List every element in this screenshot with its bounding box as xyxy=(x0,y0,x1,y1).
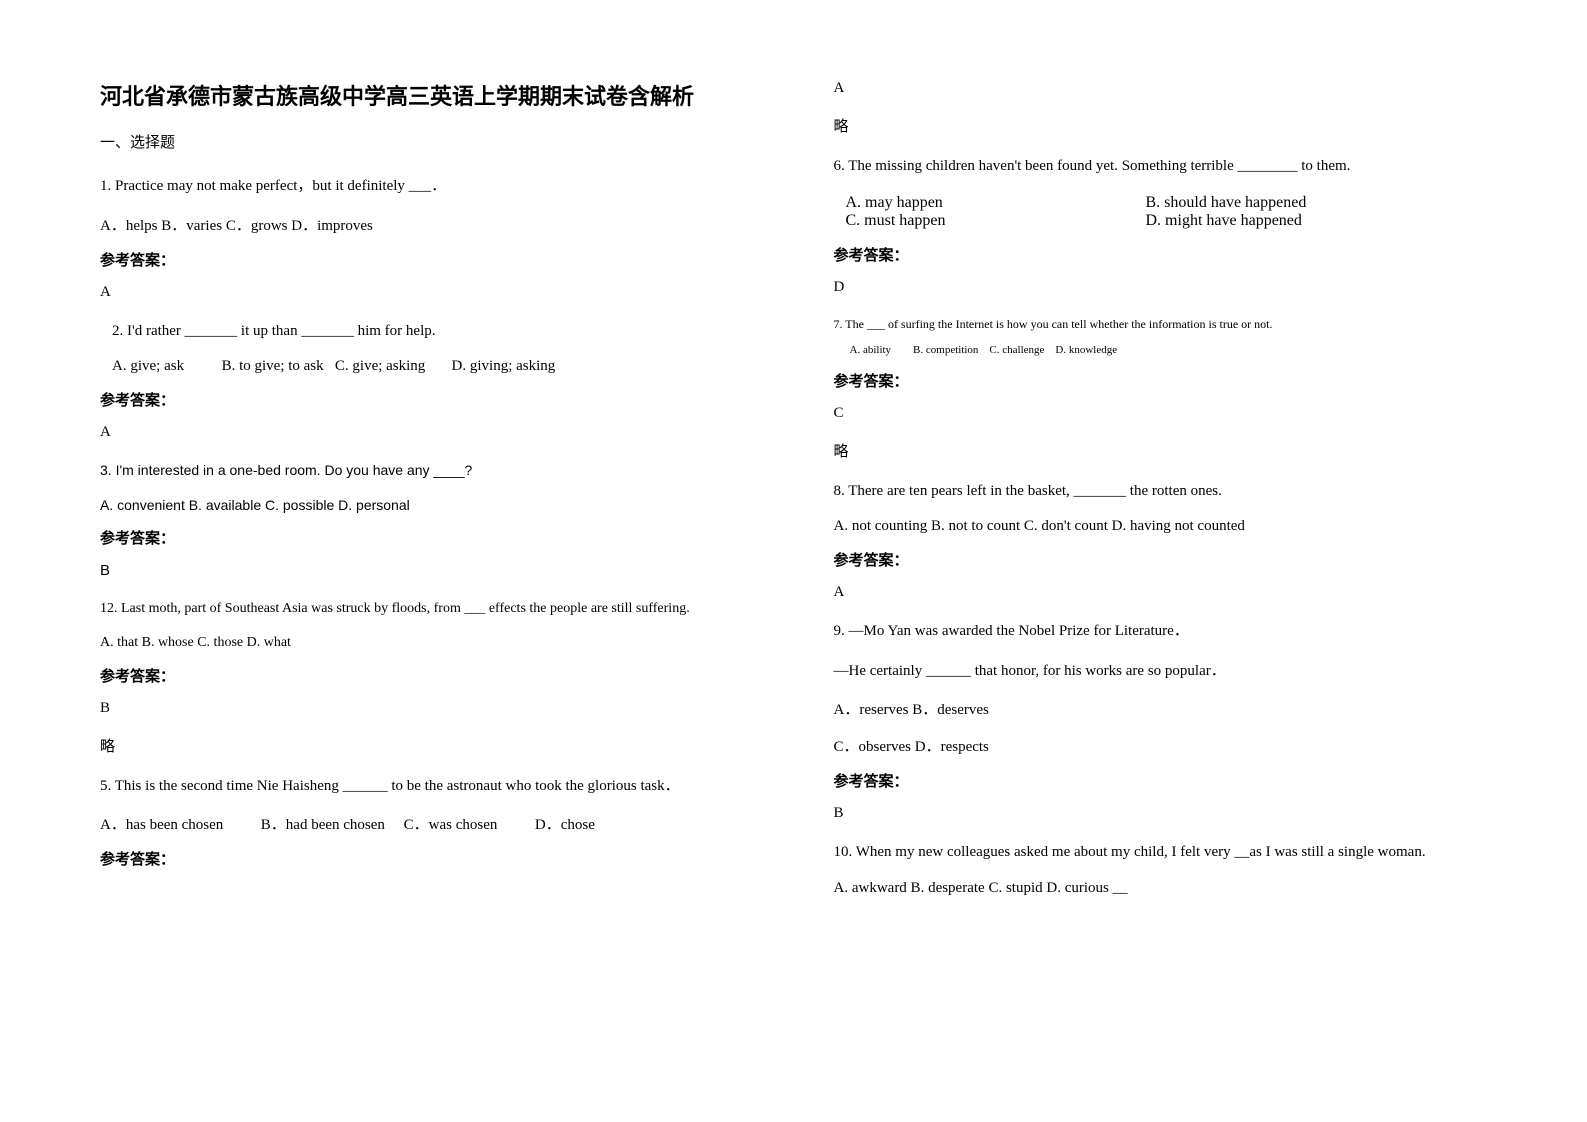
question-1-text: 1. Practice may not make perfect，but it … xyxy=(100,174,764,200)
question-3-options: A. convenient B. available C. possible D… xyxy=(100,497,764,513)
question-1-answer: A xyxy=(100,284,764,301)
question-6-answer: D xyxy=(834,279,1498,296)
question-7-text: 7. The ___ of surfing the Internet is ho… xyxy=(834,314,1498,334)
answer-label: 参考答案： xyxy=(834,370,1498,391)
question-6-optB: B. should have happened xyxy=(1146,194,1307,212)
question-8-text: 8. There are ten pears left in the baske… xyxy=(834,479,1498,505)
question-6-optA: A. may happen xyxy=(846,194,1146,212)
question-2-text: 2. I'd rather _______ it up than _______… xyxy=(100,319,764,345)
right-column: A 略 6. The missing children haven't been… xyxy=(834,80,1498,911)
question-10-options: A. awkward B. desperate C. stupid D. cur… xyxy=(834,880,1498,897)
answer-label: 参考答案： xyxy=(100,249,764,270)
question-7-options: A. ability B. competition C. challenge D… xyxy=(834,344,1498,356)
answer-label: 参考答案： xyxy=(834,244,1498,265)
question-4-options: A. that B. whose C. those D. what xyxy=(100,635,764,651)
question-5-options: A．has been chosen B．had been chosen C．wa… xyxy=(100,813,764,834)
question-5-answer: A xyxy=(834,80,1498,97)
answer-label: 参考答案： xyxy=(834,549,1498,570)
question-6-optD: D. might have happened xyxy=(1146,212,1302,230)
question-5-text: 5. This is the second time Nie Haisheng … xyxy=(100,774,764,800)
question-1-options: A．helps B．varies C．grows D．improves xyxy=(100,214,764,235)
question-6-options-row2: C. must happen D. might have happened xyxy=(846,212,1498,230)
question-3-text: 3. I'm interested in a one-bed room. Do … xyxy=(100,459,764,483)
answer-label: 参考答案： xyxy=(100,389,764,410)
answer-label: 参考答案： xyxy=(100,527,764,548)
question-10-text: 10. When my new colleagues asked me abou… xyxy=(834,840,1498,866)
question-9-options2: C．observes D．respects xyxy=(834,735,1498,756)
question-6-options-row1: A. may happen B. should have happened xyxy=(846,194,1498,212)
question-7-answer: C xyxy=(834,405,1498,422)
section-heading: 一、选择题 xyxy=(100,131,764,152)
question-6-text: 6. The missing children haven't been fou… xyxy=(834,154,1498,180)
question-9-text2: —He certainly ______ that honor, for his… xyxy=(834,659,1498,685)
skip-text: 略 xyxy=(100,735,764,756)
question-9-text1: 9. —Mo Yan was awarded the Nobel Prize f… xyxy=(834,619,1498,645)
question-2-options: A. give; ask B. to give; to ask C. give;… xyxy=(100,358,764,375)
question-2-answer: A xyxy=(100,424,764,441)
answer-label: 参考答案： xyxy=(834,770,1498,791)
question-9-answer: B xyxy=(834,805,1498,822)
question-4-text: 12. Last moth, part of Southeast Asia wa… xyxy=(100,597,764,621)
question-3-answer: B xyxy=(100,562,764,579)
skip-text: 略 xyxy=(834,440,1498,461)
question-4-answer: B xyxy=(100,700,764,717)
question-6-optC: C. must happen xyxy=(846,212,1146,230)
answer-label: 参考答案： xyxy=(100,848,764,869)
question-8-options: A. not counting B. not to count C. don't… xyxy=(834,518,1498,535)
skip-text: 略 xyxy=(834,115,1498,136)
left-column: 河北省承德市蒙古族高级中学高三英语上学期期末试卷含解析 一、选择题 1. Pra… xyxy=(100,80,764,911)
question-9-options1: A．reserves B．deserves xyxy=(834,698,1498,719)
document-title: 河北省承德市蒙古族高级中学高三英语上学期期末试卷含解析 xyxy=(100,80,764,113)
page-container: 河北省承德市蒙古族高级中学高三英语上学期期末试卷含解析 一、选择题 1. Pra… xyxy=(0,0,1587,951)
question-8-answer: A xyxy=(834,584,1498,601)
answer-label: 参考答案： xyxy=(100,665,764,686)
